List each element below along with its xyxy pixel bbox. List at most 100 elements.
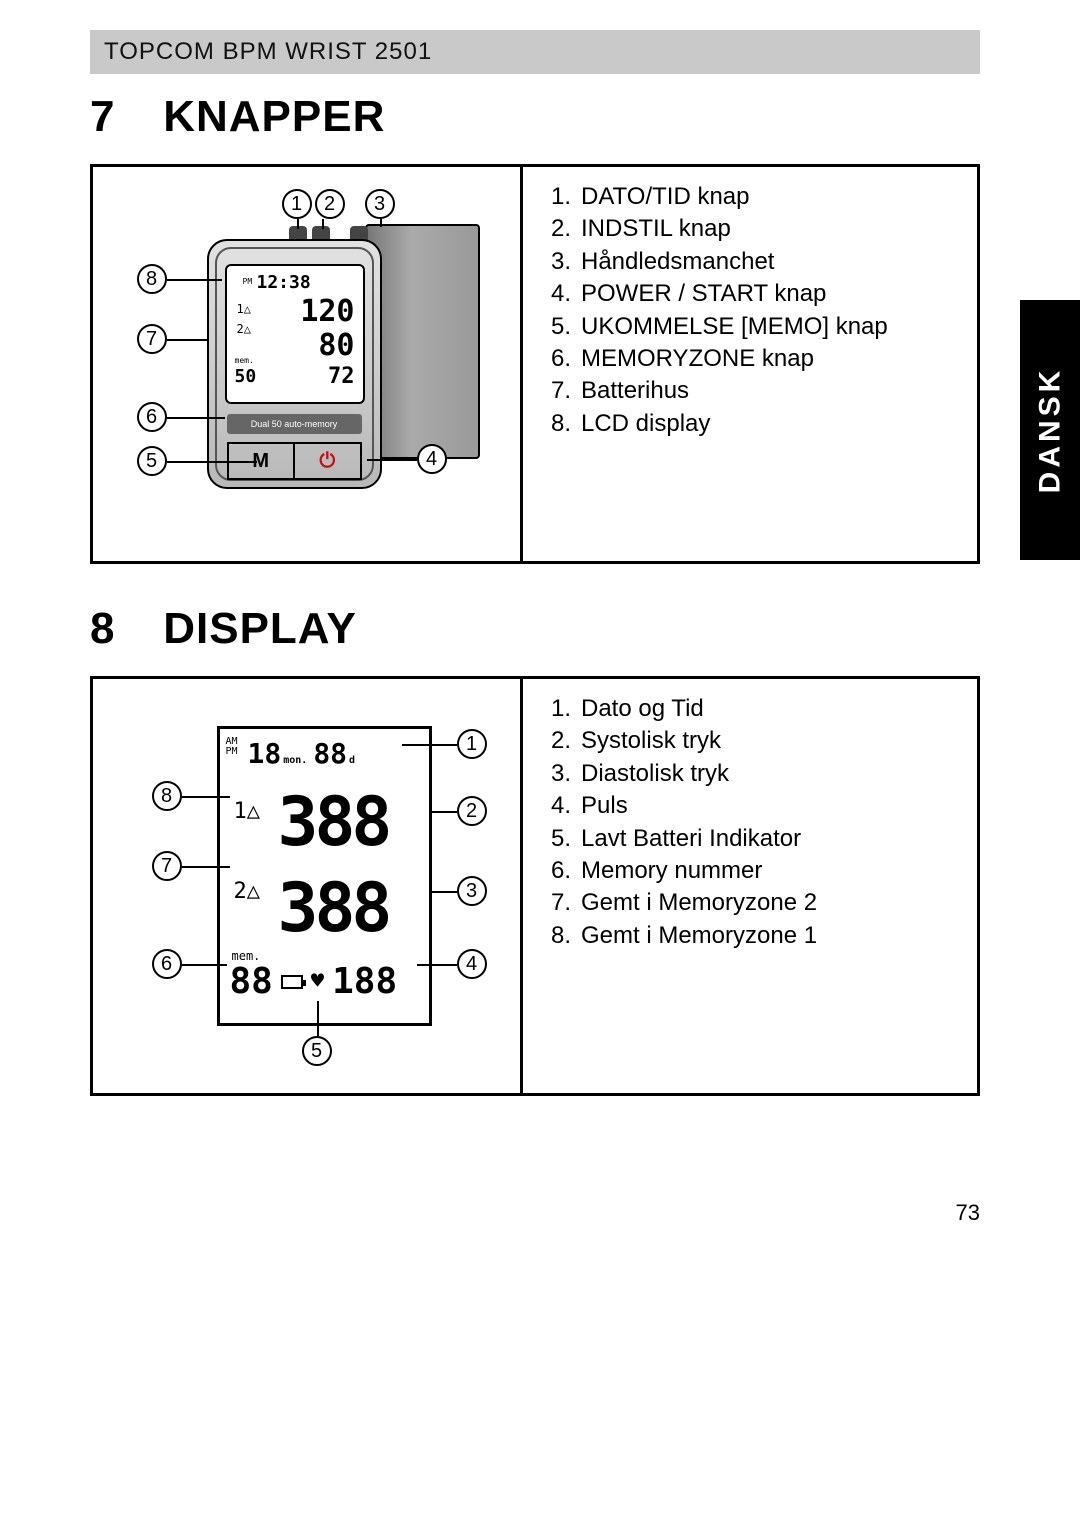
page-number: 73 (956, 1200, 980, 1226)
legend-item: 1.DATO/TID knap (551, 181, 967, 213)
section-7-heading: 7 KNAPPER (90, 92, 980, 142)
lead-d3 (432, 891, 457, 893)
button-cap-2 (312, 226, 330, 240)
legend-text: DATO/TID knap (581, 181, 967, 213)
callout-d8: 8 (152, 781, 182, 811)
callout-d3: 3 (457, 876, 487, 906)
time-value: 12:38 (257, 272, 311, 293)
legend-text: Batterihus (581, 375, 967, 407)
legend-text: Gemt i Memoryzone 2 (581, 887, 967, 919)
document-header: TOPCOM BPM WRIST 2501 (90, 30, 980, 74)
lead-d1 (402, 744, 457, 746)
knapper-figure: PM 12:38 1△ 2△ 120 80 72 mem. 50 Dual 50… (90, 164, 980, 564)
device-screen: PM 12:38 1△ 2△ 120 80 72 mem. 50 (225, 264, 365, 404)
legend-text: Systolisk tryk (581, 725, 967, 757)
legend-text: Diastolisk tryk (581, 758, 967, 790)
heart-icon: ♥ (311, 969, 324, 994)
legend-item: 4.Puls (551, 790, 967, 822)
language-tab: DANSK (1020, 300, 1080, 560)
legend-item: 8.Gemt i Memoryzone 1 (551, 920, 967, 952)
legend-item: 4.POWER / START knap (551, 278, 967, 310)
diastolic-value: 80 (318, 328, 354, 363)
lead-d6 (182, 964, 227, 966)
user-2-indicator: 2△ (237, 322, 251, 336)
callout-5: 5 (137, 446, 167, 476)
legend-text: LCD display (581, 408, 967, 440)
lead-5 (167, 461, 257, 463)
legend-text: Gemt i Memoryzone 1 (581, 920, 967, 952)
lead-8 (167, 279, 222, 281)
memory-number: 88 (230, 961, 273, 1002)
zone-1-indicator: 1△ (234, 799, 261, 824)
zone-2-indicator: 2△ (234, 879, 261, 904)
lead-d7 (182, 866, 230, 868)
callout-d6: 6 (152, 949, 182, 979)
button-cap-3 (350, 226, 368, 240)
section-7-title: KNAPPER (163, 92, 385, 141)
legend-text: MEMORYZONE knap (581, 343, 967, 375)
legend-item: 5.Lavt Batteri Indikator (551, 823, 967, 855)
lead-d5 (317, 1001, 319, 1036)
legend-item: 2.INDSTIL knap (551, 213, 967, 245)
callout-d4: 4 (457, 949, 487, 979)
legend-text: Lavt Batteri Indikator (581, 823, 967, 855)
legend-item: 3.Diastolisk tryk (551, 758, 967, 790)
legend-item: 7.Gemt i Memoryzone 2 (551, 887, 967, 919)
diastolic-digits: 388 (278, 869, 389, 948)
legend-item: 6.MEMORYZONE knap (551, 343, 967, 375)
section-8-title: DISPLAY (163, 604, 357, 653)
lead-d2 (432, 811, 457, 813)
legend-item: 8.LCD display (551, 408, 967, 440)
callout-d1: 1 (457, 729, 487, 759)
ampm-labels: AM PM (226, 737, 238, 757)
legend-text: UKOMMELSE [MEMO] knap (581, 311, 967, 343)
mem-value: 50 (235, 366, 257, 387)
callout-7: 7 (137, 324, 167, 354)
lead-3 (380, 219, 382, 227)
legend-text: POWER / START knap (581, 278, 967, 310)
legend-text: Memory nummer (581, 855, 967, 887)
legend-item: 2.Systolisk tryk (551, 725, 967, 757)
legend-text: INDSTIL knap (581, 213, 967, 245)
lead-7 (167, 339, 209, 341)
callout-3: 3 (365, 189, 395, 219)
legend-text: Dato og Tid (581, 693, 967, 725)
lead-d4 (417, 964, 457, 966)
power-button: ⏻ (295, 444, 360, 478)
ampm-indicator: PM (243, 277, 253, 286)
bottom-row: 88 ♥ 188 (230, 961, 419, 1002)
legend-text: Puls (581, 790, 967, 822)
date-row: 18 mon. 88 d (248, 737, 356, 770)
display-diagram: AM PM 18 mon. 88 d 1△ 2△ 388 388 mem. (93, 679, 523, 1093)
knapper-diagram: PM 12:38 1△ 2△ 120 80 72 mem. 50 Dual 50… (93, 167, 523, 561)
page-content: TOPCOM BPM WRIST 2501 7 KNAPPER PM 12:38… (90, 30, 980, 1096)
mem-label: mem. (235, 356, 254, 365)
systolic-value: 120 (300, 294, 354, 329)
battery-icon (281, 975, 303, 989)
section-8-heading: 8 DISPLAY (90, 604, 980, 654)
section-8-number: 8 (90, 604, 150, 654)
wrist-cuff (365, 224, 480, 459)
lcd-panel: AM PM 18 mon. 88 d 1△ 2△ 388 388 mem. (217, 726, 432, 1026)
lcd-illustration: AM PM 18 mon. 88 d 1△ 2△ 388 388 mem. (117, 701, 497, 1071)
pulse-digits: 188 (332, 961, 397, 1002)
callout-6: 6 (137, 402, 167, 432)
callout-2: 2 (315, 189, 345, 219)
lead-6 (167, 417, 225, 419)
callout-1: 1 (282, 189, 312, 219)
lead-1 (297, 219, 299, 229)
lead-4 (367, 459, 417, 461)
callout-d5: 5 (302, 1036, 332, 1066)
section-7-number: 7 (90, 92, 150, 142)
systolic-digits: 388 (278, 783, 389, 862)
knapper-legend: 1.DATO/TID knap 2.INDSTIL knap 3.Håndled… (523, 167, 977, 561)
device-illustration: PM 12:38 1△ 2△ 120 80 72 mem. 50 Dual 50… (117, 184, 497, 544)
user-1-indicator: 1△ (237, 302, 251, 316)
legend-text: Håndledsmanchet (581, 246, 967, 278)
callout-8: 8 (137, 264, 167, 294)
display-figure: AM PM 18 mon. 88 d 1△ 2△ 388 388 mem. (90, 676, 980, 1096)
legend-item: 7.Batterihus (551, 375, 967, 407)
lead-2 (322, 219, 324, 229)
legend-item: 5.UKOMMELSE [MEMO] knap (551, 311, 967, 343)
callout-d2: 2 (457, 796, 487, 826)
